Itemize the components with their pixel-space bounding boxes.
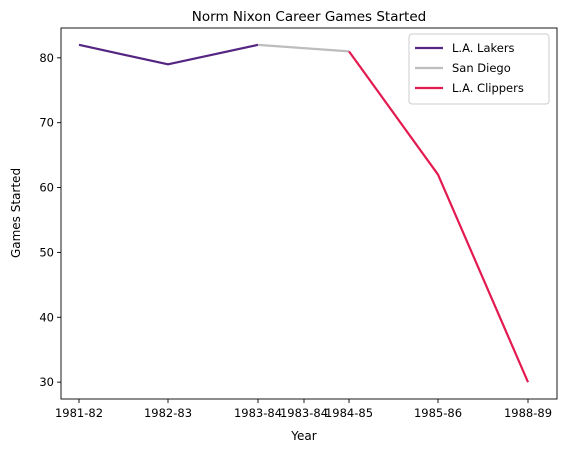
y-tick-label: 30 (39, 375, 54, 389)
legend-label-3: L.A. Clippers (452, 81, 524, 95)
x-tick-label: 1983-84 (280, 406, 328, 420)
y-tick-label: 70 (39, 116, 54, 130)
series-line-3 (348, 50, 530, 383)
x-tick-label: 1981-82 (55, 406, 103, 420)
legend-label-1: L.A. Lakers (452, 41, 515, 55)
y-tick-label: 50 (39, 245, 54, 259)
x-tick-label: 1985-86 (414, 406, 462, 420)
y-tick-label: 60 (39, 181, 54, 195)
y-axis-label: Games Started (9, 168, 23, 258)
series-line-1 (78, 43, 259, 66)
y-tick-label: 40 (39, 310, 54, 324)
x-tick-label: 1984-85 (325, 406, 373, 420)
y-tick-label: 80 (39, 51, 54, 65)
x-tick-label: 1988-89 (504, 406, 552, 420)
legend: L.A. Lakers San Diego L.A. Clippers (408, 33, 550, 105)
series-layer (78, 43, 530, 383)
y-axis: 30 40 50 60 70 80 (39, 51, 61, 389)
x-tick-label: 1983-84 (234, 406, 282, 420)
legend-label-2: San Diego (452, 61, 511, 75)
series-line-2 (257, 43, 350, 53)
x-tick-label: 1982-83 (144, 406, 192, 420)
legend-frame (408, 33, 550, 105)
x-axis-label: Year (290, 429, 316, 443)
chart-title: Norm Nixon Career Games Started (192, 9, 426, 25)
